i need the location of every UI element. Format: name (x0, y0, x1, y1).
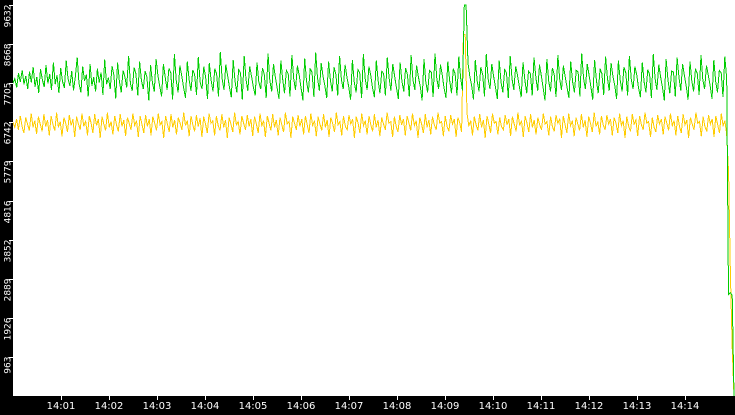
x-tick-mark (493, 396, 494, 400)
x-tick-label: 14:02 (94, 401, 124, 412)
plot-area (13, 0, 735, 396)
x-tick-mark (685, 396, 686, 400)
y-tick-mark (9, 201, 13, 202)
y-tick-label: 9632 (3, 4, 14, 28)
y-tick-mark (9, 122, 13, 123)
y-tick-label: 4816 (3, 200, 14, 224)
x-tick-mark (445, 396, 446, 400)
x-tick-label: 14:07 (334, 401, 364, 412)
y-tick-label: 8668 (3, 43, 14, 67)
plot-svg (13, 4, 735, 396)
y-tick-mark (9, 357, 13, 358)
x-tick-mark (349, 396, 350, 400)
series-out-line (13, 34, 735, 396)
x-tick-label: 14:09 (430, 401, 460, 412)
x-tick-label: 14:13 (622, 401, 652, 412)
y-tick-mark (9, 161, 13, 162)
y-tick-label: 2889 (3, 278, 14, 302)
y-tick-mark (9, 318, 13, 319)
x-tick-label: 14:11 (526, 401, 556, 412)
x-tick-label: 14:04 (190, 401, 220, 412)
x-tick-mark (637, 396, 638, 400)
x-tick-label: 14:12 (574, 401, 604, 412)
x-tick-mark (205, 396, 206, 400)
y-tick-mark (9, 5, 13, 6)
x-tick-label: 14:14 (670, 401, 700, 412)
x-tick-mark (157, 396, 158, 400)
x-tick-label: 14:01 (46, 401, 76, 412)
y-tick-label: 6742 (3, 121, 14, 145)
x-tick-mark (589, 396, 590, 400)
x-tick-label: 14:06 (286, 401, 316, 412)
x-tick-mark (61, 396, 62, 400)
x-tick-mark (301, 396, 302, 400)
y-tick-mark (9, 279, 13, 280)
x-tick-label: 14:03 (142, 401, 172, 412)
y-tick-mark (9, 83, 13, 84)
x-tick-label: 14:10 (478, 401, 508, 412)
x-tick-mark (541, 396, 542, 400)
x-axis: 14:01 14:02 14:03 14:04 14:05 14:06 14:07 14:08… (0, 396, 735, 415)
y-tick-label: 7705 (3, 82, 14, 106)
y-tick-label: 963 (3, 356, 14, 374)
y-tick-mark (9, 240, 13, 241)
y-tick-label: 1926 (3, 317, 14, 341)
series-in-line (13, 4, 735, 396)
x-tick-mark (253, 396, 254, 400)
x-tick-label: 14:05 (238, 401, 268, 412)
y-tick-label: 3852 (3, 239, 14, 263)
y-tick-mark (9, 44, 13, 45)
x-tick-mark (397, 396, 398, 400)
x-tick-label: 14:08 (382, 401, 412, 412)
y-axis: 0963192628893852481657796742770586689632 (0, 0, 14, 401)
x-tick-mark (109, 396, 110, 400)
y-tick-label: 5779 (3, 160, 14, 184)
